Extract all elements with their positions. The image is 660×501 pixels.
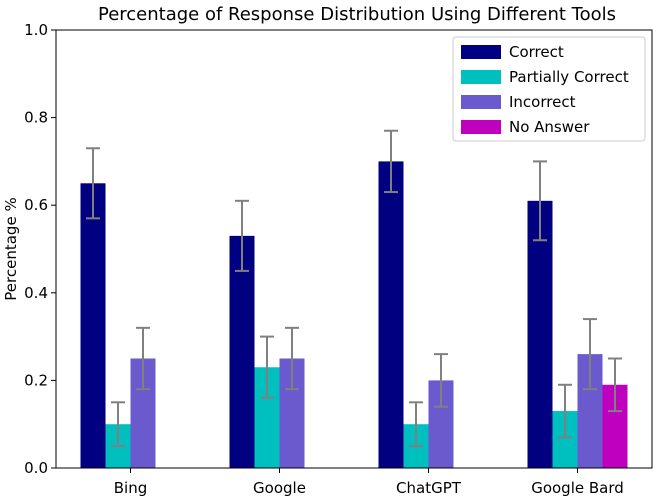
y-tick-label: 0.2	[24, 371, 48, 389]
x-tick-label: Google	[253, 479, 306, 497]
x-tick-label: ChatGPT	[396, 479, 462, 497]
legend-label: Partially Correct	[509, 68, 629, 86]
x-tick-label: Bing	[114, 479, 148, 497]
legend-label: Incorrect	[509, 93, 576, 111]
legend-swatch	[461, 95, 501, 109]
legend-swatch	[461, 120, 501, 134]
y-tick-label: 1.0	[24, 21, 48, 39]
legend-label: No Answer	[509, 118, 590, 136]
x-axis-ticks: Bing Google ChatGPT Google Bard	[114, 468, 624, 497]
legend-swatch	[461, 70, 501, 84]
y-tick-label: 0.4	[24, 284, 48, 302]
plot-frame	[55, 29, 653, 469]
bar	[527, 200, 553, 468]
y-tick-label: 0.0	[24, 459, 48, 477]
y-axis-title: Percentage %	[2, 197, 20, 300]
bars-group	[80, 161, 628, 469]
x-tick-label: Google Bard	[531, 479, 624, 497]
y-axis-ticks: 0.0 0.2 0.4 0.6 0.8 1.0	[24, 21, 56, 477]
legend-label: Correct	[509, 43, 564, 61]
y-tick-label: 0.8	[24, 109, 48, 127]
bar	[80, 183, 106, 469]
error-bars-group	[86, 129, 622, 448]
chart-title: Percentage of Response Distribution Usin…	[98, 4, 616, 25]
legend-swatch	[461, 45, 501, 59]
legend-box	[452, 36, 646, 142]
y-tick-label: 0.6	[24, 196, 48, 214]
bar	[229, 235, 255, 468]
bar	[378, 161, 404, 468]
legend: Correct Partially Correct Incorrect No Answ…	[452, 36, 646, 142]
